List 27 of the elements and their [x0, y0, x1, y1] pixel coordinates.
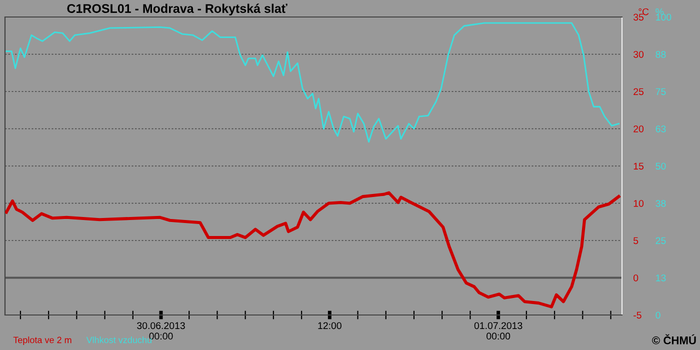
x-tick-label: 01.07.2013 00:00	[474, 322, 522, 340]
y-tick-label: 35	[633, 14, 644, 21]
y2-tick-label: 13	[656, 274, 666, 282]
y-axis-title: °C	[638, 8, 649, 16]
y-tick-label: 20	[634, 125, 644, 132]
text: Vlhkost vzduchu	[86, 336, 152, 344]
line-series	[5, 191, 620, 308]
y2-tick-label: 50	[656, 162, 666, 170]
y-tick-label: 5	[634, 237, 638, 244]
line-series	[6, 22, 620, 143]
y2-tick-label: 100	[656, 14, 672, 21]
text: Teplota ve 2 m	[13, 336, 72, 345]
text: © ČHMÚ	[652, 334, 696, 344]
x-tick-label: 12:00	[318, 322, 342, 330]
y-tick-label: 10	[634, 200, 644, 207]
y2-tick-label: 63	[656, 125, 666, 132]
y-tick-label: -5	[634, 312, 642, 319]
y-tick-label: 15	[634, 162, 644, 170]
y-tick-label: 0	[633, 274, 638, 282]
y2-tick-label: 88	[656, 50, 666, 58]
y2-tick-label: 25	[656, 237, 666, 244]
y2-tick-label: 38	[656, 200, 666, 207]
y-tick-label: 30	[633, 50, 644, 58]
y-tick-label: 25	[634, 88, 644, 96]
chart-title: C1ROSL01 - Modrava - Rokytská slať	[67, 4, 288, 16]
y2-tick-label: 0	[656, 312, 660, 319]
y2-tick-label: 75	[656, 88, 666, 96]
